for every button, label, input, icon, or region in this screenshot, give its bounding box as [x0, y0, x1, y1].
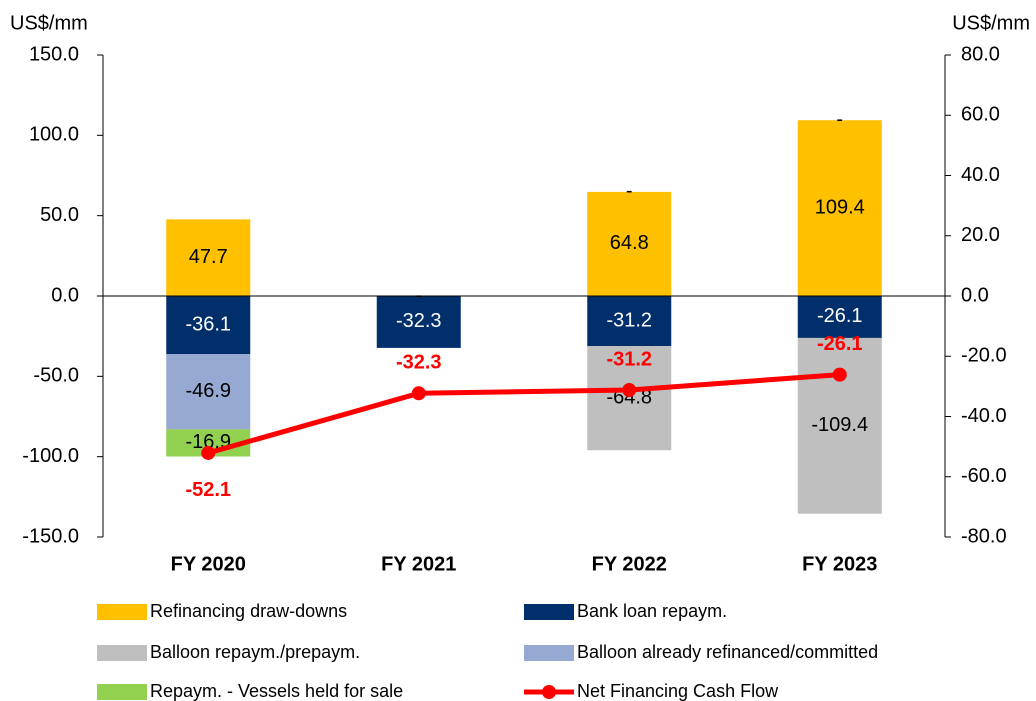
y2-axis-label: US$/mm: [952, 12, 1030, 34]
data-label: -26.1: [817, 305, 863, 327]
y2-tick-label: 40.0: [961, 164, 1000, 186]
legend-swatch: [97, 684, 147, 700]
legend-swatch: [524, 604, 574, 620]
line-label: -26.1: [817, 333, 863, 355]
data-label: -: [836, 109, 843, 131]
legend-swatch: [97, 645, 147, 661]
bar-segment: [797, 296, 882, 338]
line-marker: [201, 445, 216, 460]
y-tick-label: -50.0: [33, 365, 79, 387]
line-marker: [411, 386, 426, 401]
y-tick-label: 50.0: [40, 204, 79, 226]
legend-marker: [542, 685, 556, 699]
y-tick-label: -150.0: [22, 525, 79, 547]
y2-tick-label: -40.0: [961, 405, 1007, 427]
bar-segment: [587, 346, 672, 451]
line: [207, 372, 840, 456]
x-tick-label: FY 2021: [381, 553, 456, 575]
data-label: -46.9: [185, 380, 231, 402]
y-tick-label: 150.0: [29, 43, 79, 65]
data-label: 47.7: [189, 246, 228, 268]
x-tick-label: FY 2020: [171, 553, 246, 575]
y2-tick-label: 80.0: [961, 43, 1000, 65]
y-tick-label: 100.0: [29, 124, 79, 146]
legend-swatch: [524, 645, 574, 661]
y2-tick-label: -80.0: [961, 525, 1007, 547]
y2-tick-label: -20.0: [961, 345, 1007, 367]
line-label: -31.2: [606, 348, 652, 370]
legend-label: Balloon repaym./prepaym.: [150, 642, 360, 662]
legend-label: Net Financing Cash Flow: [577, 681, 779, 701]
y2-tick-label: -60.0: [961, 465, 1007, 487]
y2-tick-label: 20.0: [961, 224, 1000, 246]
data-label: -: [415, 284, 422, 306]
bar-segment: [587, 296, 672, 347]
bar-segment: [166, 296, 251, 355]
bar-segment: [797, 337, 882, 514]
data-label: -36.1: [185, 313, 231, 335]
data-label: -: [626, 180, 633, 202]
legend-label: Repaym. - Vessels held for sale: [150, 681, 403, 701]
data-label: 109.4: [815, 196, 865, 218]
bar-segment: [376, 296, 461, 348]
bar-segment: [797, 120, 882, 296]
line-marker: [832, 367, 847, 382]
data-label: -32.3: [396, 310, 442, 332]
legend-swatch: [97, 604, 147, 620]
y2-tick-label: 0.0: [961, 284, 989, 306]
x-tick-label: FY 2023: [802, 553, 877, 575]
legend-label: Refinancing draw-downs: [150, 601, 347, 621]
data-label: 64.8: [610, 232, 649, 254]
y-tick-label: -100.0: [22, 445, 79, 467]
bar-segment: [587, 191, 672, 296]
legend-label: Bank loan repaym.: [577, 601, 727, 621]
x-tick-label: FY 2022: [592, 553, 667, 575]
bar-segment: [166, 219, 251, 296]
data-label: -31.2: [606, 309, 652, 331]
line-label: -32.3: [396, 352, 442, 374]
y2-tick-label: 60.0: [961, 104, 1000, 126]
y-axis-label: US$/mm: [10, 12, 88, 34]
line-marker: [622, 382, 637, 397]
line-label: -52.1: [185, 479, 231, 501]
data-label: -109.4: [811, 414, 868, 436]
y-tick-label: 0.0: [51, 284, 79, 306]
legend-label: Balloon already refinanced/committed: [577, 642, 878, 662]
bar-segment: [166, 354, 251, 430]
